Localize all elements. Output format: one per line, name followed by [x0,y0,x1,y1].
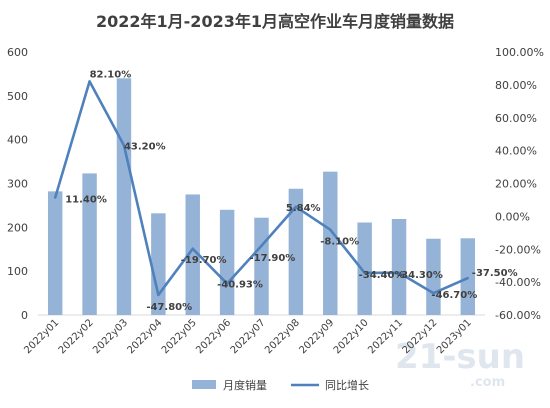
line-point [432,291,435,295]
data-label: 82.10% [90,69,132,80]
bar [47,191,63,315]
legend-label-line: 同比增长 [325,378,369,392]
y-right-tick-label: 60.00% [495,112,537,125]
x-tick-label: 2022y03 [91,317,130,356]
line-point [88,80,91,83]
line-point [191,247,194,250]
data-label: -8.10% [320,237,359,248]
bar [460,238,476,315]
data-label: -46.70% [431,290,477,301]
x-tick-label: 2022y07 [229,317,268,356]
watermark-text: 21-sun [395,337,525,377]
line-point [294,205,298,208]
x-tick-label: 2022y02 [57,317,96,356]
data-label: -40.93% [217,280,263,291]
bar [219,209,235,315]
x-tick-label: 2022y04 [126,317,165,356]
bar [82,173,97,315]
bar [116,78,132,315]
y-right-tick-label: 0.00% [495,210,530,223]
chart-title: 2022年1月-2023年1月高空作业车月度销量数据 [96,12,454,31]
data-label: -47.80% [146,302,192,313]
line-point [225,282,229,285]
legend: 月度销量 同比增长 [192,378,369,392]
bar [391,219,407,315]
data-label: -17.90% [250,253,296,264]
data-label: -37.50% [472,268,518,279]
y-left-tick-label: 0 [21,309,28,322]
y-right-tick-label: -60.00% [495,309,541,322]
legend-label-bar: 月度销量 [223,378,267,392]
y-axis-right: -60.00% -40.00% -20.00% 0.00% 20.00% 40.00% 60… [495,46,544,322]
data-label: -34.40% [359,270,405,281]
bar [426,238,441,315]
y-left-tick-label: 100 [7,265,28,278]
x-tick-label: 2022y10 [332,317,371,356]
legend-swatch-bar [192,380,216,389]
line-point [466,276,470,280]
line-series [53,80,470,297]
bar [254,217,269,315]
x-tick-label: 2022y01 [22,317,61,356]
y-right-tick-label: 40.00% [495,145,537,158]
line-point [157,293,160,297]
line-point [122,144,126,147]
data-label: -19.70% [181,255,227,266]
watermark-subtext: .com [470,375,505,390]
y-left-tick-label: 500 [7,90,28,103]
x-tick-label: 2022y09 [297,317,336,356]
data-label: 43.20% [124,141,166,152]
data-labels: 11.40% 82.10% 43.20% -47.80% -19.70% -40.93% -… [65,69,517,313]
y-left-tick-label: 600 [7,46,28,59]
line-point [363,271,366,275]
line-point [260,244,263,247]
bar [288,188,304,315]
data-label: 5.84% [286,203,321,214]
line-point [397,271,401,274]
y-right-tick-label: 20.00% [495,178,537,191]
bar [323,171,338,315]
y-right-tick-label: 80.00% [495,79,537,92]
line-point [53,196,57,199]
y-right-tick-label: 100.00% [495,46,544,59]
data-label: 11.40% [65,195,107,206]
y-right-tick-label: -20.00% [495,243,541,256]
x-tick-label: 2022y05 [160,317,199,356]
y-left-tick-label: 400 [7,134,28,147]
y-left-tick-label: 300 [7,178,28,191]
bar [151,213,166,315]
line-point [329,228,332,231]
y-right-tick-label: -40.00% [495,276,541,289]
bar [185,194,200,315]
x-tick-label: 2022y08 [263,317,302,356]
data-label: -34.30% [397,270,443,281]
y-axis-left: 0 100 200 300 400 500 600 [7,46,28,322]
bar [357,222,372,315]
y-left-tick-label: 200 [7,221,28,234]
x-tick-label: 2022y06 [194,317,233,356]
watermark: 21-sun.com [395,337,525,390]
